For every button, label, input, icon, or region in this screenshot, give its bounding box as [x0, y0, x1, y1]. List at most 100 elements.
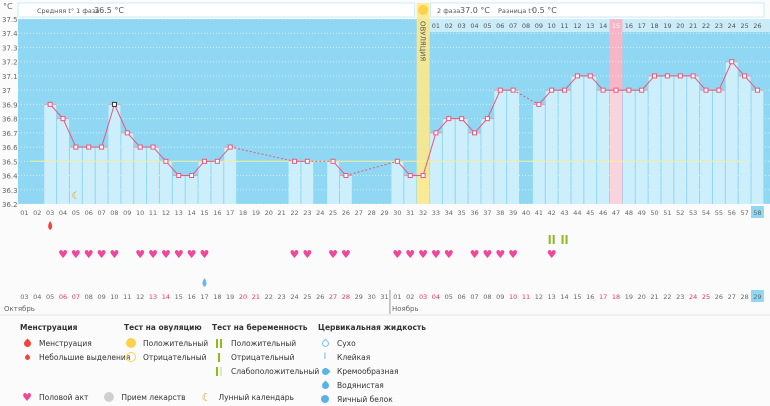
moon-icon: ☾ [71, 191, 80, 202]
temperature-bar [622, 90, 635, 204]
temperature-line-segment [230, 146, 295, 162]
legend-menstruation: Менструация Менструация Небольшие выделе… [20, 323, 130, 364]
temperature-bar [211, 161, 224, 204]
temperature-point [664, 73, 670, 79]
single-stripe-icon [212, 352, 226, 362]
heart-icon: ♥ [405, 248, 415, 261]
y-axis-unit: °C [3, 2, 13, 11]
phase2-day-label: 26 [753, 22, 761, 30]
date-label: 24 [290, 293, 298, 301]
date-label: 22 [265, 293, 273, 301]
date-label: 15 [175, 293, 183, 301]
temperature-point [742, 73, 748, 79]
legend-title: Тест на беременность [212, 323, 308, 332]
cycle-day-label: 01 [20, 209, 28, 217]
cycle-day-label: 06 [85, 209, 93, 217]
date-label: 04 [432, 293, 440, 301]
y-tick-label: 36.3 [2, 187, 18, 195]
date-label: 06 [458, 293, 466, 301]
date-label: 19 [226, 293, 234, 301]
cycle-day-label: 10 [136, 209, 144, 217]
legend-item: Слабоположительный [212, 364, 319, 378]
cycle-day-label: 02 [33, 209, 41, 217]
phase2-label: 2 фаза [437, 7, 460, 15]
date-label: 16 [187, 293, 195, 301]
temperature-point [137, 144, 143, 150]
legend-item: Сухо [318, 336, 426, 350]
phase2-day-label: 18 [650, 22, 658, 30]
temperature-bar [121, 132, 134, 204]
date-label: 06 [59, 293, 67, 301]
phase2-day-label: 22 [702, 22, 710, 30]
temperature-point [729, 59, 735, 65]
temperature-point [420, 173, 426, 179]
date-label: 13 [548, 293, 556, 301]
date-label: 26 [715, 293, 723, 301]
date-label: 19 [625, 293, 633, 301]
y-tick-label: 36.8 [2, 116, 18, 124]
phase2-day-label: 06 [496, 22, 504, 30]
temperature-bar [185, 175, 198, 204]
date-label: 01 [393, 293, 401, 301]
temperature-line-segment [101, 104, 115, 148]
temperature-bar [532, 104, 545, 204]
legend-item: Яичный белок [318, 392, 426, 406]
temperature-point [99, 144, 105, 150]
temperature-point [446, 116, 452, 122]
cycle-day-label: 23 [303, 209, 311, 217]
temperature-point [47, 101, 53, 107]
cycle-day-label: 25 [329, 209, 337, 217]
legend-title: Менструация [20, 323, 78, 332]
cycle-day-label: 41 [535, 209, 543, 217]
date-label: 09 [97, 293, 105, 301]
phase2-day-label: 08 [522, 22, 530, 30]
today-highlight [751, 206, 764, 218]
cycle-day-label: 39 [509, 209, 517, 217]
legend-label: Прием лекарств [121, 392, 186, 402]
legend-label: Отрицательный [143, 352, 207, 362]
cycle-day-label: 27 [355, 209, 363, 217]
temperature-bar [494, 90, 507, 204]
temperature-bar [700, 90, 712, 204]
date-label: 14 [560, 293, 568, 301]
cycle-day-label: 12 [162, 209, 170, 217]
date-label: 28 [740, 293, 748, 301]
cycle-day-label: 16 [213, 209, 221, 217]
date-label: 15 [573, 293, 581, 301]
legend-label: Положительный [231, 338, 297, 348]
sticky-icon: I [323, 352, 327, 362]
legend-label: Кремообразная [337, 366, 399, 376]
legend-label: Сухо [337, 338, 356, 348]
temperature-point [176, 173, 182, 179]
today-date-highlight [751, 290, 764, 302]
temperature-point [214, 158, 220, 164]
date-label: 27 [728, 293, 736, 301]
cycle-day-label: 05 [72, 209, 80, 217]
phase2-day-label: 16 [625, 22, 633, 30]
date-label: 13 [149, 293, 157, 301]
legend-label: Клейкая [337, 352, 371, 362]
temperature-point [626, 87, 632, 93]
cycle-day-label: 22 [290, 209, 298, 217]
temperature-bar [597, 90, 610, 204]
month-label: Октябрь [4, 305, 35, 313]
date-label: 02 [406, 293, 414, 301]
legend-item: Отрицательный [124, 350, 208, 364]
creamy-icon [318, 366, 332, 376]
cycle-day-label: 14 [187, 209, 195, 217]
temperature-point [304, 158, 310, 164]
legend-label: Небольшие выделения [39, 352, 131, 362]
ovulation-column [416, 3, 430, 204]
heart-icon: ♥ [187, 248, 197, 261]
phase2-day-label: 23 [715, 22, 723, 30]
phase2-day-label: 25 [740, 22, 748, 30]
temperature-point [677, 73, 683, 79]
phase2-day-label: 21 [689, 22, 697, 30]
temperature-bar [95, 147, 108, 204]
temperature-point [536, 101, 542, 107]
heart-icon: ♥ [495, 248, 505, 261]
temperature-point [600, 87, 606, 93]
temperature-bar [725, 61, 738, 204]
cycle-day-label: 04 [59, 209, 67, 217]
cycle-day-label: 36 [470, 209, 478, 217]
